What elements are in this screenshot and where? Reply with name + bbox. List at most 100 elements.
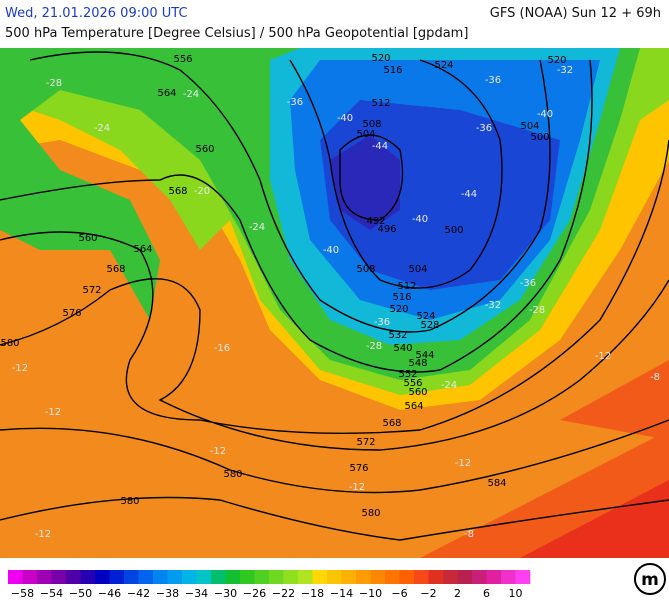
temperature-label: -40 bbox=[412, 214, 428, 225]
geopotential-label: 556 bbox=[173, 54, 192, 65]
colorbar-swatch bbox=[109, 570, 125, 584]
temperature-label: -40 bbox=[337, 113, 353, 124]
colorbar-swatch bbox=[356, 570, 371, 584]
geopotential-label: 552 bbox=[398, 369, 417, 380]
colorbar-swatch bbox=[269, 570, 284, 584]
colorbar-label: 2 bbox=[454, 587, 461, 600]
geopotential-label: 576 bbox=[62, 308, 81, 319]
temperature-label: -36 bbox=[485, 75, 501, 86]
geopotential-label: 516 bbox=[383, 65, 402, 76]
geopotential-label: 580 bbox=[361, 508, 380, 519]
temperature-label: -28 bbox=[529, 305, 545, 316]
geopotential-label: 580 bbox=[0, 338, 19, 349]
temperature-label: -12 bbox=[349, 482, 365, 493]
colorbar-swatch bbox=[414, 570, 429, 584]
logo: m bbox=[634, 563, 666, 595]
geopotential-label: 504 bbox=[356, 129, 375, 140]
colorbar-swatch bbox=[138, 570, 154, 584]
colorbar-swatch bbox=[370, 570, 386, 584]
colorbar-swatch bbox=[153, 570, 168, 584]
geopotential-label: 540 bbox=[393, 343, 412, 354]
colorbar-label: −18 bbox=[301, 587, 324, 600]
geopotential-label: 520 bbox=[371, 53, 390, 64]
geopotential-label: 560 bbox=[195, 144, 214, 155]
colorbar-swatch bbox=[472, 570, 487, 584]
temperature-label: -32 bbox=[485, 300, 501, 311]
temperature-label: -28 bbox=[366, 341, 382, 352]
colorbar-swatch bbox=[298, 570, 313, 584]
colorbar-swatch bbox=[399, 570, 415, 584]
colorbar-swatch bbox=[428, 570, 444, 584]
temperature-field bbox=[0, 48, 669, 558]
geopotential-label: 580 bbox=[120, 496, 139, 507]
geopotential-label: 568 bbox=[168, 186, 187, 197]
colorbar-swatch bbox=[167, 570, 183, 584]
geopotential-label: 580 bbox=[223, 469, 242, 480]
geopotential-label: 496 bbox=[377, 224, 396, 235]
temperature-label: -24 bbox=[94, 123, 110, 134]
temperature-label: -28 bbox=[46, 78, 62, 89]
geopotential-label: 500 bbox=[444, 225, 463, 236]
geopotential-label: 564 bbox=[133, 244, 152, 255]
temperature-label: -32 bbox=[557, 65, 573, 76]
temperature-label: -44 bbox=[372, 141, 388, 152]
colorbar-label: −34 bbox=[185, 587, 208, 600]
colorbar-label: −10 bbox=[359, 587, 382, 600]
temperature-label: -16 bbox=[214, 343, 230, 354]
colorbar-swatch bbox=[182, 570, 197, 584]
geopotential-label: 512 bbox=[397, 281, 416, 292]
geopotential-label: 576 bbox=[349, 463, 368, 474]
colorbar-swatch bbox=[95, 570, 110, 584]
model-run: GFS (NOAA) Sun 12 + 69h bbox=[489, 6, 661, 21]
temperature-label: -40 bbox=[323, 245, 339, 256]
colorbar-label: −46 bbox=[98, 587, 121, 600]
geopotential-label: 556 bbox=[403, 378, 422, 389]
geopotential-label: 524 bbox=[434, 60, 453, 71]
colorbar-swatch bbox=[240, 570, 255, 584]
geopotential-label: 564 bbox=[404, 401, 423, 412]
colorbar-swatch bbox=[37, 570, 52, 584]
colorbar-label: −50 bbox=[69, 587, 92, 600]
colorbar-swatch bbox=[8, 570, 23, 584]
geopotential-label: 548 bbox=[408, 358, 427, 369]
colorbar-swatch bbox=[211, 570, 226, 584]
colorbar-label: −26 bbox=[243, 587, 266, 600]
temperature-label: -40 bbox=[537, 109, 553, 120]
geopotential-label: 560 bbox=[408, 387, 427, 398]
colorbar-swatch bbox=[283, 570, 299, 584]
temperature-label: -36 bbox=[374, 317, 390, 328]
geopotential-label: 500 bbox=[530, 132, 549, 143]
colorbar-swatch bbox=[501, 570, 516, 584]
colorbar-label: −30 bbox=[214, 587, 237, 600]
temperature-label: -24 bbox=[183, 89, 199, 100]
colorbar-label: −58 bbox=[11, 587, 34, 600]
temperature-label: -12 bbox=[595, 351, 611, 362]
colorbar-swatch bbox=[486, 570, 502, 584]
geopotential-label: 504 bbox=[408, 264, 427, 275]
temperature-label: -8 bbox=[464, 529, 474, 540]
geopotential-label: 520 bbox=[547, 55, 566, 66]
temperature-label: -12 bbox=[210, 446, 226, 457]
temperature-label: -24 bbox=[441, 380, 457, 391]
colorbar-label: −38 bbox=[156, 587, 179, 600]
colorbar-swatch bbox=[225, 570, 241, 584]
colorbar-swatch bbox=[443, 570, 458, 584]
temperature-label: -20 bbox=[194, 186, 210, 197]
geopotential-label: 524 bbox=[416, 311, 435, 322]
geopotential-label: 520 bbox=[389, 304, 408, 315]
geopotential-contours bbox=[0, 51, 669, 541]
temperature-label: -36 bbox=[287, 97, 303, 108]
geopotential-label: 504 bbox=[520, 121, 539, 132]
colorbar-label: −42 bbox=[127, 587, 150, 600]
colorbar-swatch bbox=[457, 570, 473, 584]
temperature-label: -36 bbox=[520, 278, 536, 289]
geopotential-label: 568 bbox=[106, 264, 125, 275]
colorbar-swatch bbox=[341, 570, 357, 584]
colorbar-swatch bbox=[327, 570, 342, 584]
colorbar-swatch bbox=[385, 570, 400, 584]
colorbar-swatch bbox=[66, 570, 81, 584]
colorbar-swatch bbox=[312, 570, 328, 584]
geopotential-label: 560 bbox=[78, 233, 97, 244]
colorbar-label: 6 bbox=[483, 587, 490, 600]
